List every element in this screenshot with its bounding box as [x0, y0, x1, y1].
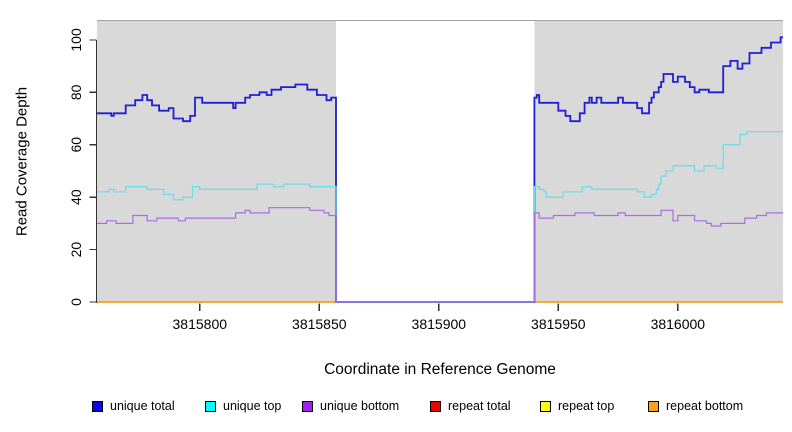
svg-text:80: 80 [68, 84, 84, 100]
svg-text:60: 60 [68, 137, 84, 153]
svg-text:100: 100 [68, 28, 84, 52]
svg-text:3815900: 3815900 [412, 316, 467, 332]
y-axis-title: Read Coverage Depth [13, 86, 31, 237]
svg-text:3816000: 3816000 [651, 316, 706, 332]
x-axis-title: Coordinate in Reference Genome [324, 361, 556, 378]
svg-text:0: 0 [68, 298, 84, 306]
svg-text:20: 20 [68, 242, 84, 258]
svg-text:3815800: 3815800 [173, 316, 228, 332]
svg-text:3815850: 3815850 [292, 316, 347, 332]
svg-text:40: 40 [68, 189, 84, 205]
svg-text:3815950: 3815950 [531, 316, 586, 332]
